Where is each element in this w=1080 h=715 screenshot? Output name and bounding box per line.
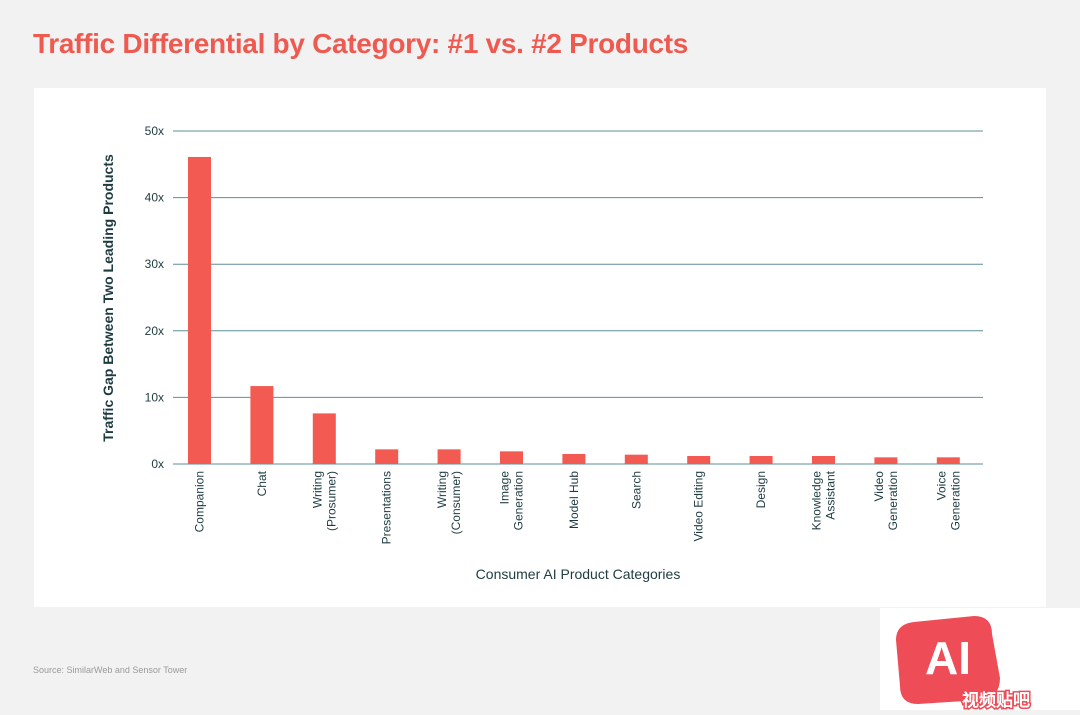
x-tick-label: Search <box>629 471 643 509</box>
watermark-logo-text: AI <box>925 632 971 684</box>
bars <box>188 156 960 464</box>
x-tick-label-line: Presentations <box>380 471 394 544</box>
x-tick-label-line: Generation <box>886 471 900 530</box>
x-axis-title: Consumer AI Product Categories <box>476 566 681 582</box>
x-tick-label-line: Writing <box>310 471 324 508</box>
x-tick-label-line: Video Editing <box>692 471 706 542</box>
y-tick-label: 50x <box>145 124 164 138</box>
x-tick-label: Writing (Prosumer) <box>310 471 338 531</box>
bar <box>375 449 399 464</box>
bar <box>624 454 648 464</box>
watermark: AI 视频贴吧 <box>880 608 1080 712</box>
bar <box>812 456 835 464</box>
x-tick-label-line: Search <box>629 471 643 509</box>
x-tick-label: Writing (Consumer) <box>435 471 463 534</box>
x-tick-label-line: Companion <box>193 471 207 532</box>
page-title: Traffic Differential by Category: #1 vs.… <box>33 28 689 59</box>
x-tick-label: Chat <box>255 470 269 496</box>
bar <box>687 456 711 464</box>
x-tick-label-line: Assistant <box>824 470 838 519</box>
x-tick-label: Knowledge Assistant <box>810 470 838 530</box>
x-tick-label: Image Generation <box>498 471 526 531</box>
y-tick-label: 40x <box>145 191 164 205</box>
x-tick-label-line: Model Hub <box>567 471 581 529</box>
bar <box>874 457 898 464</box>
x-tick-label-line: Design <box>754 471 768 508</box>
bar <box>749 456 773 464</box>
bar <box>188 156 211 464</box>
y-axis-ticks: 0x 10x 20x 30x 40x 50x <box>145 124 164 471</box>
x-tick-label-line: (Prosumer) <box>324 471 338 531</box>
x-tick-label-line: (Consumer) <box>449 471 463 534</box>
x-tick-label-line: Writing <box>435 471 449 508</box>
x-tick-label: Presentations <box>380 471 394 544</box>
bar <box>312 413 336 464</box>
x-tick-label-line: Video <box>872 471 886 502</box>
bar <box>500 451 523 464</box>
y-tick-label: 10x <box>145 390 164 404</box>
ai-logo-icon: AI 视频贴吧 <box>896 616 1032 712</box>
bar <box>250 386 274 464</box>
bar <box>437 449 461 464</box>
x-tick-label-line: Image <box>498 471 512 505</box>
y-tick-label: 30x <box>145 257 164 271</box>
x-tick-label-line: Voice <box>934 471 948 501</box>
x-tick-label-line: Knowledge <box>810 471 824 531</box>
x-tick-label: Design <box>754 471 768 508</box>
x-tick-label: Model Hub <box>567 471 581 529</box>
x-tick-label-line: Generation <box>512 471 526 530</box>
x-tick-label-line: Chat <box>255 470 269 496</box>
x-axis-ticks: Companion Chat Writing (Prosumer) Presentati… <box>193 470 963 544</box>
watermark-caption: 视频贴吧 <box>962 690 1030 710</box>
gridlines <box>173 130 983 465</box>
x-tick-label: Voice Generation <box>934 471 962 531</box>
bar <box>562 454 586 464</box>
source-note: Source: SimilarWeb and Sensor Tower <box>33 665 188 675</box>
x-tick-label-line: Generation <box>948 471 962 530</box>
bar <box>936 457 960 464</box>
y-axis-title: Traffic Gap Between Two Leading Products <box>100 154 116 442</box>
x-tick-label: Companion <box>193 471 207 532</box>
y-tick-label: 0x <box>151 457 164 471</box>
x-tick-label: Video Generation <box>872 471 900 531</box>
x-tick-label: Video Editing <box>692 471 706 542</box>
y-tick-label: 20x <box>145 324 164 338</box>
